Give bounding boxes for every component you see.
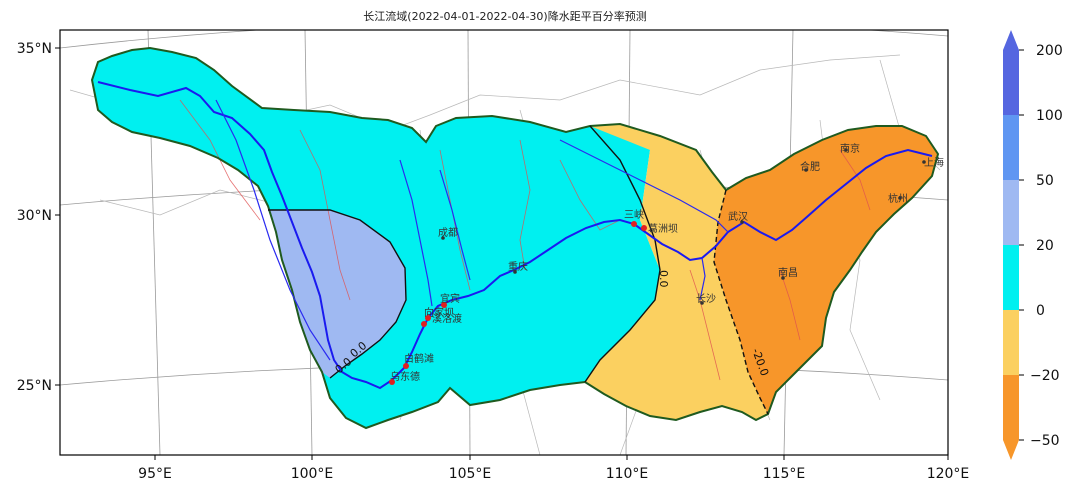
colorbar-band-minus20-0 <box>1003 310 1019 375</box>
city-dot-chongqing <box>513 270 517 274</box>
city-label-wuhan: 武汉 <box>728 210 748 223</box>
x-tick-105: 105°E <box>449 466 492 482</box>
station-dot-sanxia <box>631 221 637 227</box>
station-label-xiluodu: 溪洛渡 <box>432 312 462 325</box>
station-dot-xiangjiaba <box>425 315 431 321</box>
station-label-xiangjiaba: 向家坝 <box>424 306 454 319</box>
city-dot-hangzhou <box>898 196 902 200</box>
x-tick-115: 115°E <box>763 466 806 482</box>
station-label-wudongde: 乌东德 <box>390 370 420 383</box>
colorbar-band-0-20 <box>1003 245 1019 310</box>
x-tick-95: 95°E <box>138 466 172 482</box>
colorbar-tick-0: 0 <box>1036 303 1045 319</box>
colorbar-band-minus50-minus20 <box>1003 375 1019 440</box>
x-tick-110: 110°E <box>606 466 649 482</box>
city-dot-wuhan <box>740 220 744 224</box>
basin-region-orange <box>714 126 938 414</box>
colorbar-tick-minus50: −50 <box>1030 433 1060 449</box>
colorbar-tick-200: 200 <box>1036 43 1063 59</box>
colorbar <box>1003 30 1024 460</box>
city-label-changsha: 长沙 <box>696 293 716 305</box>
station-label-sanxia: 三峡 <box>624 208 644 221</box>
city-label-hefei: 合肥 <box>800 160 820 173</box>
yalong-river <box>215 99 331 361</box>
colorbar-arrow-bottom <box>1003 440 1019 460</box>
map-title: 长江流域(2022-04-01-2022-04-30)降水距平百分率预测 <box>363 10 647 23</box>
station-dot-baihetan <box>403 363 409 369</box>
jialing-river <box>439 169 471 281</box>
han-river <box>559 139 729 233</box>
colorbar-band-50-100 <box>1003 115 1019 180</box>
min-river <box>399 159 433 307</box>
y-axis <box>55 47 60 386</box>
colorbar-arrow-top <box>1003 30 1019 50</box>
colorbar-tick-minus20: −20 <box>1030 368 1060 384</box>
city-dot-hefei <box>804 168 808 172</box>
colorbar-tick-100: 100 <box>1036 108 1063 124</box>
contour-label-0-east: 0.0 <box>657 270 670 288</box>
city-markers: 成都 重庆 长沙 南昌 武汉 合肥 南京 杭州 上海 <box>438 142 944 305</box>
city-label-nanchang: 南昌 <box>778 266 798 279</box>
colorbar-band-20-50 <box>1003 180 1019 245</box>
station-dot-yibin <box>441 302 447 308</box>
city-dot-shanghai <box>922 160 926 164</box>
city-dot-chengdu <box>441 236 445 240</box>
colorbar-tick-20: 20 <box>1036 238 1054 254</box>
station-dot-xiluodu <box>421 321 427 327</box>
city-dot-changsha <box>700 301 704 305</box>
station-label-gezhouba: 葛洲坝 <box>648 222 678 235</box>
contour-line-minus20 <box>713 189 769 415</box>
basin-outline <box>90 46 940 430</box>
city-label-hangzhou: 杭州 <box>888 192 908 205</box>
x-axis <box>154 455 949 460</box>
y-tick-30: 30°N <box>17 208 52 224</box>
station-label-baihetan: 白鹤滩 <box>404 352 434 365</box>
station-dot-wudongde <box>389 379 395 385</box>
map-frame <box>59 29 949 456</box>
dongting-inflow <box>699 257 706 301</box>
colorbar-band-100-200 <box>1003 50 1019 115</box>
y-tick-35: 35°N <box>17 41 52 57</box>
x-tick-120: 120°E <box>927 466 970 482</box>
x-tick-100: 100°E <box>291 466 334 482</box>
y-tick-25: 25°N <box>17 378 52 394</box>
city-label-chengdu: 成都 <box>438 227 458 239</box>
station-markers: 宜宾 向家坝 溪洛渡 白鹤滩 乌东德 三峡 葛洲坝 <box>389 208 678 385</box>
basin-region-lightblue <box>268 210 406 378</box>
contour-line-0-west <box>268 209 407 379</box>
city-label-shanghai: 上海 <box>924 156 944 169</box>
city-dot-nanchang <box>781 276 785 280</box>
city-dot-nanjing <box>844 148 848 152</box>
basin-region-lightorange <box>585 124 768 420</box>
station-dot-gezhouba <box>641 225 647 231</box>
station-label-yibin: 宜宾 <box>440 292 460 305</box>
colorbar-tick-50: 50 <box>1036 173 1054 189</box>
city-label-chongqing: 重庆 <box>508 260 528 273</box>
city-label-nanjing: 南京 <box>840 142 860 155</box>
yangtze-river <box>97 81 933 390</box>
